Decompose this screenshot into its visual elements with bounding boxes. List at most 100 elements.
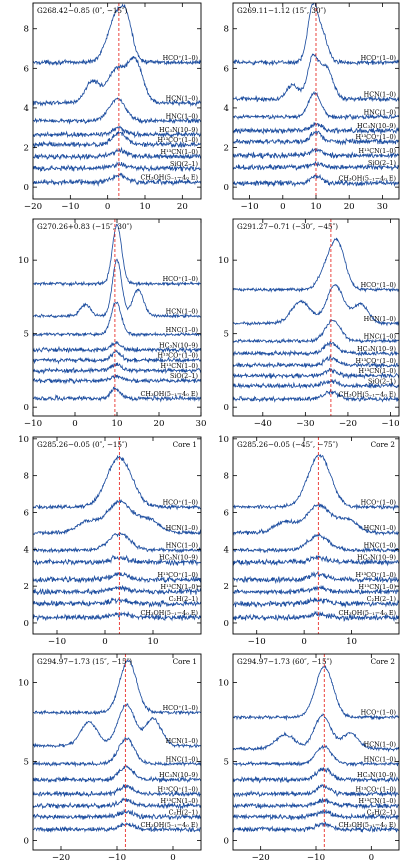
line-label: HNC(1–0) [364,108,396,116]
spectrum-line [233,797,399,810]
y-tick-label: 4 [24,104,30,114]
spectrum-line [233,744,399,768]
line-label: SiO(2–1) [170,372,198,380]
panel-title: G268.42−0.85 (0″, −15″) [37,6,128,15]
spectrum-line [33,258,201,319]
line-label: CH₃OH(5₋₁−4₀ E) [140,821,198,829]
spectrum-line [233,821,399,833]
spectrum-line [33,223,201,288]
y-tick-label: 0 [224,837,229,847]
line-label: H¹³CN(1–0) [161,362,199,370]
panel-title: G269.11−1.12 (15″, 30″) [237,6,326,15]
line-label: HC₃N(10–9) [357,554,396,562]
core-label: Core 2 [371,657,395,666]
spectrum-line [233,453,399,512]
spectrum-panel-7: HCO⁺(1–0) HCN(1–0) HNC(1–0) HC₃N(10–9) H¹³CO… [218,653,400,863]
line-label: HC₃N(10–9) [159,126,198,134]
spectrum-line [33,784,201,798]
spectrum-line [33,386,201,403]
line-label: H¹³CO⁺(1–0) [355,357,396,365]
y-tick-label: 0 [224,183,229,193]
panel-frame [32,2,202,200]
line-label: HNC(1–0) [364,542,396,550]
spectrum-line [233,584,399,596]
line-label: HCO⁺(1–0) [163,275,198,283]
panel-title: G294.97−1.73 (60″, −15″) [237,657,332,666]
core-label: Core 1 [173,657,197,666]
line-label: CH₃OH(5₋₁−4₀ E) [338,175,396,183]
line-label: HC₃N(10–9) [159,341,198,349]
y-tick-label: 2 [224,144,229,154]
panel-title: G291.27−0.71 (−30″, −45″) [237,222,338,231]
x-tick-label: −10 [381,419,399,429]
spectrum-line [233,570,399,585]
y-tick-label: 6 [224,508,229,518]
y-tick-label: 0 [224,403,229,413]
x-tick-label: 0 [369,853,374,863]
x-tick-label: 10 [140,202,151,212]
line-label: H¹³CN(1–0) [359,147,397,155]
spectrum-panel-2: HCO⁺(1–0) HCN(1–0) HNC(1–0) HC₃N(10–9) H¹³CO… [18,218,206,429]
spectrum-panel-4: HCO⁺(1–0) HCN(1–0) HNC(1–0) HC₃N(10–9) H¹³CO… [18,435,202,647]
spectrum-panel-3: HCO⁺(1–0) HCN(1–0) HNC(1–0) HC₃N(10–9) H¹³CO… [218,218,400,429]
spectrum-line [233,378,399,390]
spectrum-line [233,555,399,567]
y-tick-label: 4 [224,545,230,555]
x-tick-label: −10 [61,202,79,212]
spectrum-line [233,284,399,327]
x-tick-label: 10 [346,637,357,647]
spectrum-line [233,174,399,188]
x-tick-label: −10 [248,637,266,647]
panel-title: G285.26−0.05 (−45″, −75″) [237,440,338,449]
y-tick-label: 10 [18,435,29,445]
x-tick-label: 30 [377,202,388,212]
spectrum-line [233,664,399,721]
line-label: CH₃OH(5₋₁−4₀ E) [338,609,396,617]
line-label: HC₃N(10–9) [357,345,396,353]
x-tick-label: −20 [24,202,42,212]
spectrum-line [33,822,201,833]
spectrum-line [33,531,201,554]
x-tick-label: 0 [280,202,285,212]
spectrum-line [233,354,399,369]
y-tick-label: 8 [24,472,29,482]
line-label: H¹³CO⁺(1–0) [157,136,198,144]
line-label: HCN(1–0) [166,524,198,532]
spectrum-line [33,736,201,768]
line-label: C₂H(2–1) [169,595,198,603]
core-label: Core 2 [371,440,395,449]
y-tick-label: 10 [218,678,229,688]
spectrum-line [33,659,201,716]
line-label: H¹³CO⁺(1–0) [157,352,198,360]
y-tick-label: 0 [24,403,29,413]
x-tick-label: 0 [105,202,110,212]
y-tick-label: 10 [218,256,229,266]
y-tick-label: 0 [24,837,29,847]
line-label: H¹³CN(1–0) [161,797,199,805]
x-tick-label: 0 [72,419,77,429]
spectrum-line [33,125,201,139]
panel-title: G285.26−0.05 (0″, −15″) [37,440,128,449]
line-label: HCO⁺(1–0) [361,281,396,289]
spectrum-line [233,532,399,554]
line-label: C₂H(2–1) [169,808,198,816]
line-label: HC₃N(10–9) [357,771,396,779]
core-label: Core 1 [173,440,197,449]
spectrum-line [33,596,201,609]
line-label: SiO(2–1) [368,159,396,167]
y-tick-label: 10 [18,678,29,688]
spectrum-line [233,388,399,403]
line-label: HC₃N(10–9) [159,771,198,779]
line-label: HC₃N(10–9) [159,554,198,562]
line-label: HNC(1–0) [166,542,198,550]
spectrum-line [233,808,399,821]
panel-frame [232,218,400,417]
x-tick-label: −10 [241,202,259,212]
spectrum-line [33,454,201,511]
y-tick-label: 5 [24,330,29,340]
line-label: HNC(1–0) [364,755,396,763]
line-label: HCO⁺(1–0) [163,704,198,712]
panel-frame [32,436,202,635]
spectrum-line [233,596,399,609]
